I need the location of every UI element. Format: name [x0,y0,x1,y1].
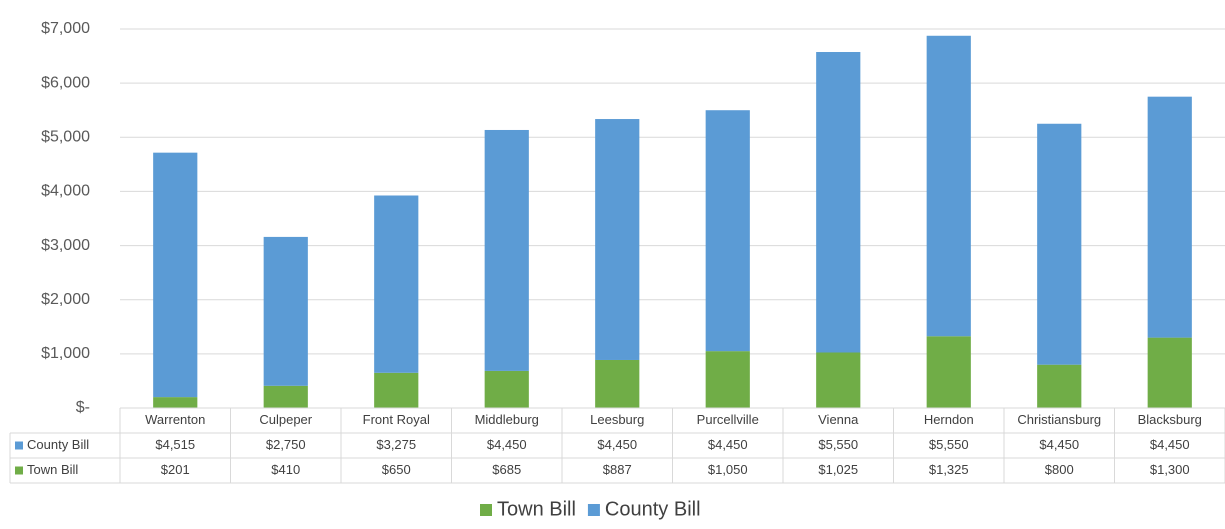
y-tick-label: $6,000 [41,74,90,91]
x-tick-label: Middleburg [475,412,539,427]
x-tick-label: Warrenton [145,412,205,427]
data-label: $800 [1045,462,1074,477]
bar-segment [484,370,529,408]
bar-segment [926,35,971,337]
legend-label: Town Bill [497,498,576,520]
bar-segment [1147,337,1192,408]
bar-segment [1147,96,1192,338]
data-label: $4,450 [597,437,637,452]
bar-segment [705,110,750,352]
bar-segment [926,336,971,408]
bar-segment [153,397,198,408]
table-legend-key [15,441,23,450]
data-label: $201 [161,462,190,477]
bar-segment [1037,364,1082,408]
x-tick-label: Front Royal [363,412,430,427]
bar-segment [816,52,861,353]
y-tick-label: $5,000 [41,129,90,146]
data-label: $1,300 [1150,462,1190,477]
bar-segment [153,152,198,398]
legend-label: County Bill [605,498,701,520]
y-tick-label: $1,000 [41,345,90,362]
data-label: $410 [271,462,300,477]
x-tick-label: Leesburg [590,412,644,427]
data-label: $4,450 [1039,437,1079,452]
data-label: $1,050 [708,462,748,477]
data-label: $5,550 [818,437,858,452]
bar-segment [374,372,419,408]
legend-key [480,504,492,516]
data-label: $1,025 [818,462,858,477]
bar-segment [374,195,419,373]
x-tick-label: Purcellville [697,412,759,427]
data-label: $887 [603,462,632,477]
y-tick-label: $7,000 [41,20,90,37]
data-label: $4,450 [1150,437,1190,452]
bar-segment [1037,123,1082,365]
table-row-label: Town Bill [27,462,78,477]
x-tick-label: Culpeper [259,412,312,427]
data-label: $5,550 [929,437,969,452]
bar-segment [484,129,529,371]
y-tick-label: $- [76,399,90,416]
data-label: $650 [382,462,411,477]
legend-key [587,504,600,516]
y-tick-label: $2,000 [41,291,90,308]
x-tick-label: Herndon [924,412,974,427]
x-tick-label: Vienna [818,412,859,427]
bar-segment [816,352,861,408]
x-tick-label: Christiansburg [1017,412,1101,427]
x-tick-label: Blacksburg [1138,412,1202,427]
bar-segment [705,351,750,408]
data-label: $4,515 [155,437,195,452]
bar-segment [595,119,640,360]
bar-segment [595,359,640,408]
y-tick-label: $4,000 [41,183,90,200]
data-label: $4,450 [487,437,527,452]
bar-segment [263,236,308,386]
table-legend-key [15,466,23,475]
bar-segment [263,385,308,408]
table-row-label: County Bill [27,437,89,452]
y-tick-label: $3,000 [41,237,90,254]
data-label: $4,450 [708,437,748,452]
data-label: $2,750 [266,437,306,452]
data-label: $685 [492,462,521,477]
data-label: $1,325 [929,462,969,477]
data-label: $3,275 [376,437,416,452]
